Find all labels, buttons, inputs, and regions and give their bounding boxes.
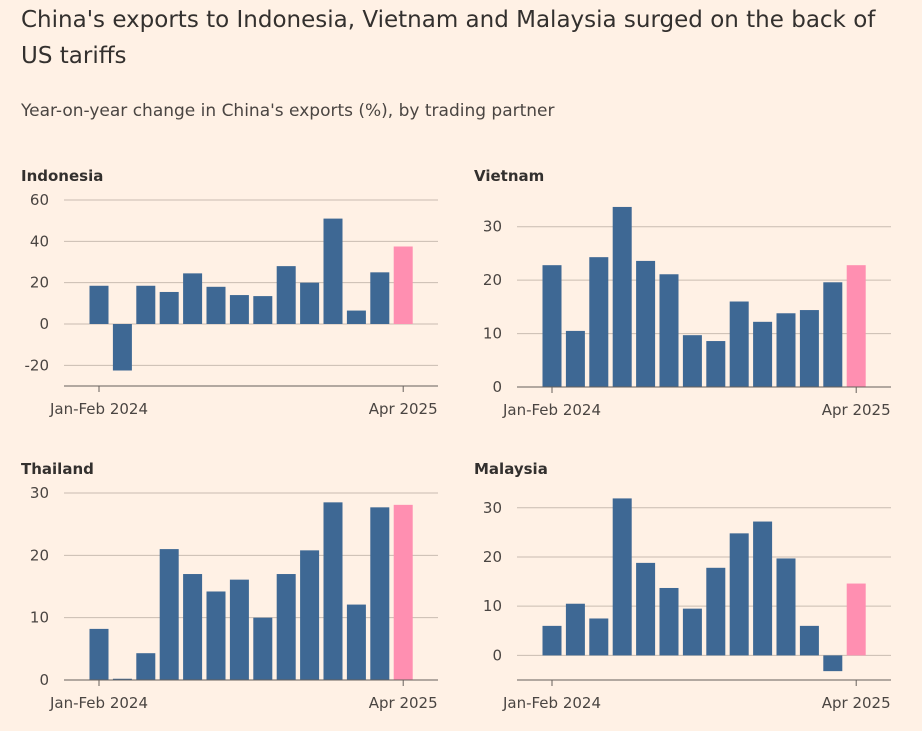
bar-highlight	[393, 246, 413, 324]
bar-highlight	[393, 504, 413, 680]
bar	[370, 272, 390, 324]
bar	[799, 625, 819, 656]
y-tick-label: 0	[39, 671, 49, 689]
y-tick-label: 60	[30, 191, 49, 209]
y-tick-label: 0	[492, 378, 502, 396]
y-tick-label: 20	[483, 548, 502, 566]
x-tick-label: Jan-Feb 2024	[49, 400, 148, 418]
bar	[159, 291, 179, 324]
bar	[565, 603, 585, 656]
bar	[823, 282, 843, 387]
bar	[659, 274, 679, 387]
x-tick-label: Jan-Feb 2024	[49, 694, 148, 712]
y-tick-label: 30	[30, 484, 49, 502]
bar	[253, 617, 273, 680]
bar	[659, 587, 679, 656]
y-tick-label: -20	[25, 356, 50, 374]
y-tick-label: 30	[483, 499, 502, 517]
bar	[89, 285, 109, 324]
bar	[612, 206, 632, 387]
y-tick-label: 30	[483, 218, 502, 236]
bar	[542, 625, 562, 656]
x-tick-label: Jan-Feb 2024	[502, 401, 601, 419]
bar	[589, 257, 609, 387]
y-tick-label: 40	[30, 232, 49, 250]
bar	[300, 282, 320, 324]
y-tick-label: 0	[492, 646, 502, 664]
bar	[206, 286, 226, 324]
bar-highlight	[846, 265, 866, 387]
bar	[823, 655, 843, 672]
bar	[682, 335, 702, 387]
bar	[229, 579, 249, 680]
bar	[323, 218, 343, 324]
bar	[89, 628, 109, 680]
bar	[229, 295, 249, 324]
bar	[776, 558, 796, 656]
panel-title: Thailand	[21, 460, 94, 478]
bar	[159, 549, 179, 680]
bar	[636, 562, 656, 656]
bar	[542, 265, 562, 387]
bar	[300, 550, 320, 680]
y-tick-label: 20	[30, 546, 49, 564]
bar	[370, 507, 390, 680]
bar	[112, 678, 132, 680]
bar	[136, 285, 156, 324]
bar	[253, 296, 273, 324]
y-tick-label: 20	[483, 271, 502, 289]
panel-title: Malaysia	[474, 460, 548, 478]
y-tick-label: 20	[30, 274, 49, 292]
panel-title: Indonesia	[21, 167, 103, 185]
bar	[346, 604, 366, 680]
x-tick-label: Apr 2025	[369, 694, 438, 712]
y-tick-label: 0	[39, 315, 49, 333]
x-tick-label: Apr 2025	[822, 401, 891, 419]
bar	[729, 301, 749, 387]
bar	[729, 533, 749, 656]
bar	[136, 653, 156, 680]
bar	[346, 310, 366, 324]
x-tick-label: Apr 2025	[822, 694, 891, 712]
chart-subtitle: Year-on-year change in China's exports (…	[21, 101, 555, 121]
bar	[753, 521, 773, 656]
bar	[276, 266, 296, 324]
bar	[612, 498, 632, 656]
bar	[565, 330, 585, 387]
bar	[776, 313, 796, 387]
chart-title: China's exports to Indonesia, Vietnam an…	[21, 7, 876, 69]
bar	[276, 574, 296, 680]
y-tick-label: 10	[483, 597, 502, 615]
panel-title: Vietnam	[474, 167, 544, 185]
x-tick-label: Apr 2025	[369, 400, 438, 418]
bar	[753, 321, 773, 387]
bar	[183, 574, 203, 680]
bar	[706, 341, 726, 387]
bar	[206, 591, 226, 680]
bar	[183, 273, 203, 324]
bar	[589, 618, 609, 656]
bar	[799, 310, 819, 387]
y-tick-label: 10	[30, 609, 49, 627]
x-tick-label: Jan-Feb 2024	[502, 694, 601, 712]
bar	[112, 324, 132, 371]
bar	[682, 608, 702, 656]
bar	[636, 260, 656, 387]
bar	[323, 502, 343, 680]
bar	[706, 567, 726, 656]
bar-highlight	[846, 583, 866, 656]
y-tick-label: 10	[483, 325, 502, 343]
